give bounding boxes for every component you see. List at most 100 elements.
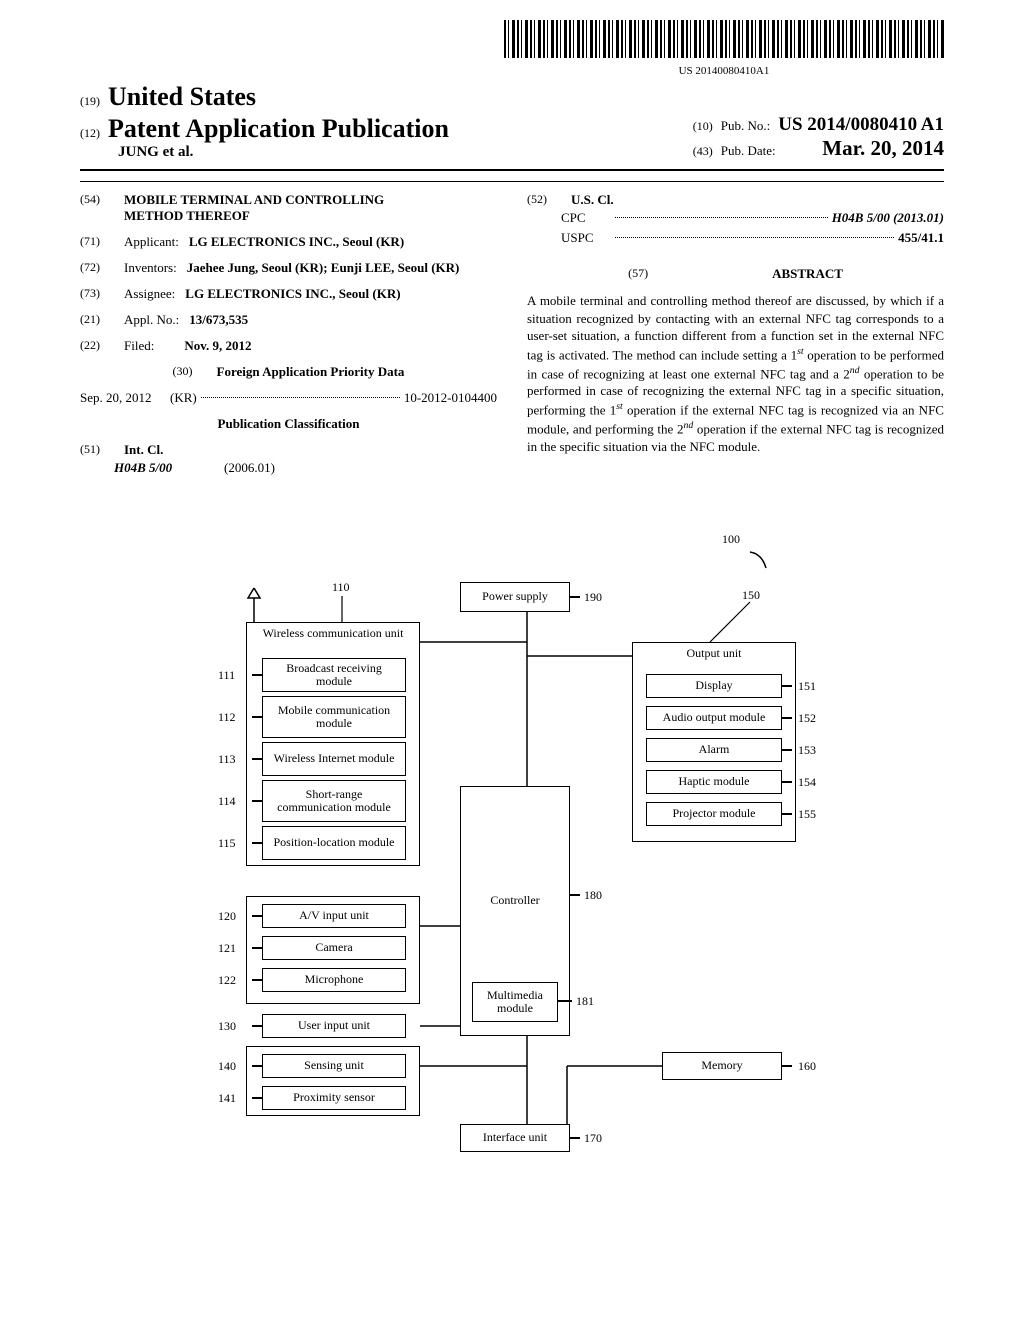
ref-190: 190 (584, 590, 602, 605)
code-19: (19) (80, 94, 100, 109)
field-applicant: (71) Applicant: LG ELECTRONICS INC., Seo… (80, 234, 497, 250)
box-power-supply: Power supply (460, 582, 570, 612)
tick-152 (782, 717, 792, 719)
tick-181 (558, 1000, 572, 1002)
invention-title: MOBILE TERMINAL AND CONTROLLING METHOD T… (124, 192, 444, 224)
ref-154: 154 (798, 775, 816, 790)
dots-1 (201, 397, 400, 398)
box-proximity: Proximity sensor (262, 1086, 406, 1110)
box-wireless-internet: Wireless Internet module (262, 742, 406, 776)
box-interface: Interface unit (460, 1124, 570, 1152)
intcl-label: Int. Cl. (124, 442, 163, 458)
appl-no: 13/673,535 (189, 312, 248, 328)
tick-114 (252, 800, 262, 802)
tick-120 (252, 915, 262, 917)
ref-140: 140 (218, 1059, 236, 1074)
applicant-label: Applicant: (124, 234, 179, 250)
code-22: (22) (80, 338, 114, 353)
foreign-country: (KR) (170, 390, 197, 406)
filed-date: Nov. 9, 2012 (184, 338, 251, 354)
code-54: (54) (80, 192, 114, 207)
divider-thin (80, 181, 944, 182)
ref-122: 122 (218, 973, 236, 988)
field-intcl: (51) Int. Cl. (80, 442, 497, 458)
dots-2 (615, 217, 828, 218)
ref-115: 115 (218, 836, 236, 851)
tick-113 (252, 758, 262, 760)
foreign-no: 10-2012-0104400 (404, 390, 497, 406)
pubclass-title: Publication Classification (80, 416, 497, 432)
uspc-label: USPC (561, 230, 611, 246)
ref-114: 114 (218, 794, 236, 809)
field-title: (54) MOBILE TERMINAL AND CONTROLLING MET… (80, 192, 497, 224)
code-21: (21) (80, 312, 114, 327)
code-10: (10) (693, 119, 713, 134)
pub-date: Mar. 20, 2014 (822, 136, 944, 161)
filed-label: Filed: (124, 338, 154, 354)
left-column: (54) MOBILE TERMINAL AND CONTROLLING MET… (80, 192, 497, 486)
authors: JUNG et al. (118, 144, 449, 161)
ref-152: 152 (798, 711, 816, 726)
tick-180 (570, 894, 580, 896)
country-title: United States (108, 82, 256, 112)
tick-111 (252, 674, 262, 676)
cpc-row: CPC H04B 5/00 (2013.01) (561, 210, 944, 226)
box-camera: Camera (262, 936, 406, 960)
box-multimedia: Multimedia module (472, 982, 558, 1022)
field-foreign-title: (30) Foreign Application Priority Data (80, 364, 497, 380)
controller-label: Controller (490, 894, 539, 907)
tick-151 (782, 685, 792, 687)
code-52: (52) (527, 192, 561, 207)
barcode-area: US 20140080410A1 (80, 20, 944, 78)
applicant-value: LG ELECTRONICS INC., Seoul (KR) (189, 234, 404, 250)
barcode-graphic (504, 20, 944, 58)
cpc-val: H04B 5/00 (2013.01) (832, 210, 944, 226)
ref-120: 120 (218, 909, 236, 924)
box-display: Display (646, 674, 782, 698)
code-71: (71) (80, 234, 114, 249)
output-unit-label: Output unit (686, 647, 741, 660)
tick-141 (252, 1097, 262, 1099)
abstract-label: ABSTRACT (772, 266, 843, 282)
wireless-unit-label: Wireless communication unit (263, 627, 404, 640)
foreign-priority-row: Sep. 20, 2012 (KR) 10-2012-0104400 (80, 390, 497, 406)
box-projector: Projector module (646, 802, 782, 826)
tick-170 (570, 1137, 580, 1139)
header-right: (10) Pub. No.: US 2014/0080410 A1 (43) P… (693, 114, 944, 161)
ref-153: 153 (798, 743, 816, 758)
block-diagram: 100 Power supply 190 110 150 Wireless co… (202, 546, 822, 1166)
assignee-value: LG ELECTRONICS INC., Seoul (KR) (185, 286, 400, 302)
ref-155: 155 (798, 807, 816, 822)
box-haptic: Haptic module (646, 770, 782, 794)
code-57: (57) (628, 266, 662, 281)
ref-130: 130 (218, 1019, 236, 1034)
divider-thick (80, 169, 944, 171)
box-microphone: Microphone (262, 968, 406, 992)
ref-113: 113 (218, 752, 236, 767)
foreign-title: Foreign Application Priority Data (217, 364, 405, 380)
box-audio: Audio output module (646, 706, 782, 730)
pub-type: Patent Application Publication (108, 114, 449, 144)
ref-111: 111 (218, 668, 235, 683)
cpc-label: CPC (561, 210, 611, 226)
appl-label: Appl. No.: (124, 312, 179, 328)
box-user-input: User input unit (262, 1014, 406, 1038)
code-72: (72) (80, 260, 114, 275)
header-left: (12) Patent Application Publication JUNG… (80, 114, 449, 161)
field-inventors: (72) Inventors: Jaehee Jung, Seoul (KR);… (80, 260, 497, 276)
foreign-date: Sep. 20, 2012 (80, 390, 170, 406)
tick-140 (252, 1065, 262, 1067)
ref-100: 100 (722, 532, 740, 547)
pub-date-label: Pub. Date: (721, 143, 776, 159)
box-sensing: Sensing unit (262, 1054, 406, 1078)
box-memory: Memory (662, 1052, 782, 1080)
header-line1: (19) United States (80, 82, 944, 112)
code-43: (43) (693, 144, 713, 159)
right-column: (52) U.S. Cl. CPC H04B 5/00 (2013.01) US… (527, 192, 944, 486)
uspc-row: USPC 455/41.1 (561, 230, 944, 246)
intcl-row: H04B 5/00 (2006.01) (114, 460, 497, 476)
uscl-label: U.S. Cl. (571, 192, 614, 208)
tick-122 (252, 979, 262, 981)
ref-151: 151 (798, 679, 816, 694)
tick-154 (782, 781, 792, 783)
